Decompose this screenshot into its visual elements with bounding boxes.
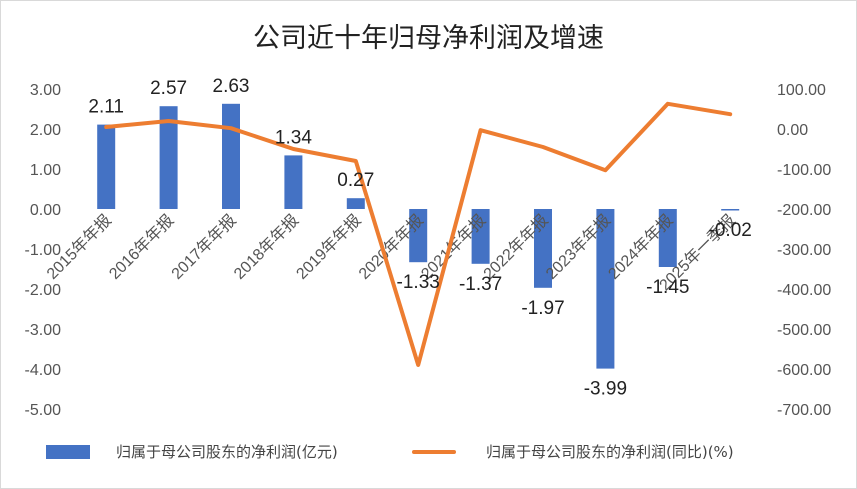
- bar-data-label: 0.27: [337, 170, 374, 191]
- bar: [658, 209, 677, 267]
- bar-data-label: -1.45: [646, 277, 689, 298]
- y-left-tick-label: 0.00: [30, 202, 61, 219]
- x-tick-label: 2016年年报: [106, 211, 178, 283]
- bar-data-label: -1.97: [521, 298, 564, 319]
- bar-data-label: -3.99: [584, 379, 627, 400]
- bar-data-label: 2.57: [150, 78, 187, 99]
- legend-line-swatch: [412, 449, 456, 454]
- y-right-tick-label: -700.00: [777, 402, 831, 419]
- y-right-tick-label: 0.00: [777, 122, 808, 139]
- y-left-tick-label: -3.00: [25, 322, 62, 339]
- y-left-tick-label: -1.00: [25, 242, 62, 259]
- bar: [346, 198, 365, 209]
- bar-data-label: -1.37: [459, 274, 502, 295]
- y-right-tick-label: -200.00: [777, 202, 831, 219]
- bar: [721, 209, 740, 211]
- legend-line-label: 归属于母公司股东的净利润(同比)(%): [486, 443, 734, 461]
- x-tick-label: 2017年年报: [168, 211, 240, 283]
- bar-data-label: 2.11: [88, 97, 124, 118]
- bar: [284, 155, 303, 209]
- y-left-tick-label: -2.00: [25, 282, 62, 299]
- bar-data-label: 2.63: [213, 76, 250, 97]
- y-left-tick-label: 3.00: [30, 82, 61, 99]
- y-right-tick-label: -100.00: [777, 162, 831, 179]
- y-left-tick-label: 2.00: [30, 122, 61, 139]
- y-left-tick-label: -5.00: [25, 402, 62, 419]
- y-right-tick-label: -600.00: [777, 362, 831, 379]
- bar: [534, 209, 552, 288]
- bar: [97, 124, 116, 209]
- bar: [409, 209, 428, 263]
- x-tick-label: 2019年年报: [293, 211, 365, 283]
- legend-item-bar: 归属于母公司股东的净利润(亿元): [46, 441, 338, 462]
- chart-title: 公司近十年归母净利润及增速: [253, 23, 604, 54]
- y-right-tick-label: -400.00: [777, 282, 831, 299]
- bar-data-label: 1.34: [275, 127, 312, 148]
- bar: [471, 209, 490, 264]
- y-left-tick-label: -4.00: [25, 362, 62, 379]
- y-left-tick-label: 1.00: [30, 162, 61, 179]
- bar: [596, 209, 615, 369]
- y-right-tick-label: -300.00: [777, 242, 831, 259]
- growth-line: [104, 101, 733, 367]
- bar-data-label: -0.02: [709, 220, 752, 241]
- y-right-tick-label: 100.00: [777, 82, 826, 99]
- legend-bar-swatch: [46, 444, 90, 459]
- y-right-tick-label: -500.00: [777, 322, 831, 339]
- legend-bar-label: 归属于母公司股东的净利润(亿元): [116, 443, 338, 461]
- x-tick-label: 2018年年报: [230, 211, 302, 283]
- bar: [222, 103, 240, 209]
- legend-item-line: 归属于母公司股东的净利润(同比)(%): [412, 441, 734, 462]
- bar: [159, 106, 178, 209]
- bar-data-label: -1.33: [397, 272, 440, 293]
